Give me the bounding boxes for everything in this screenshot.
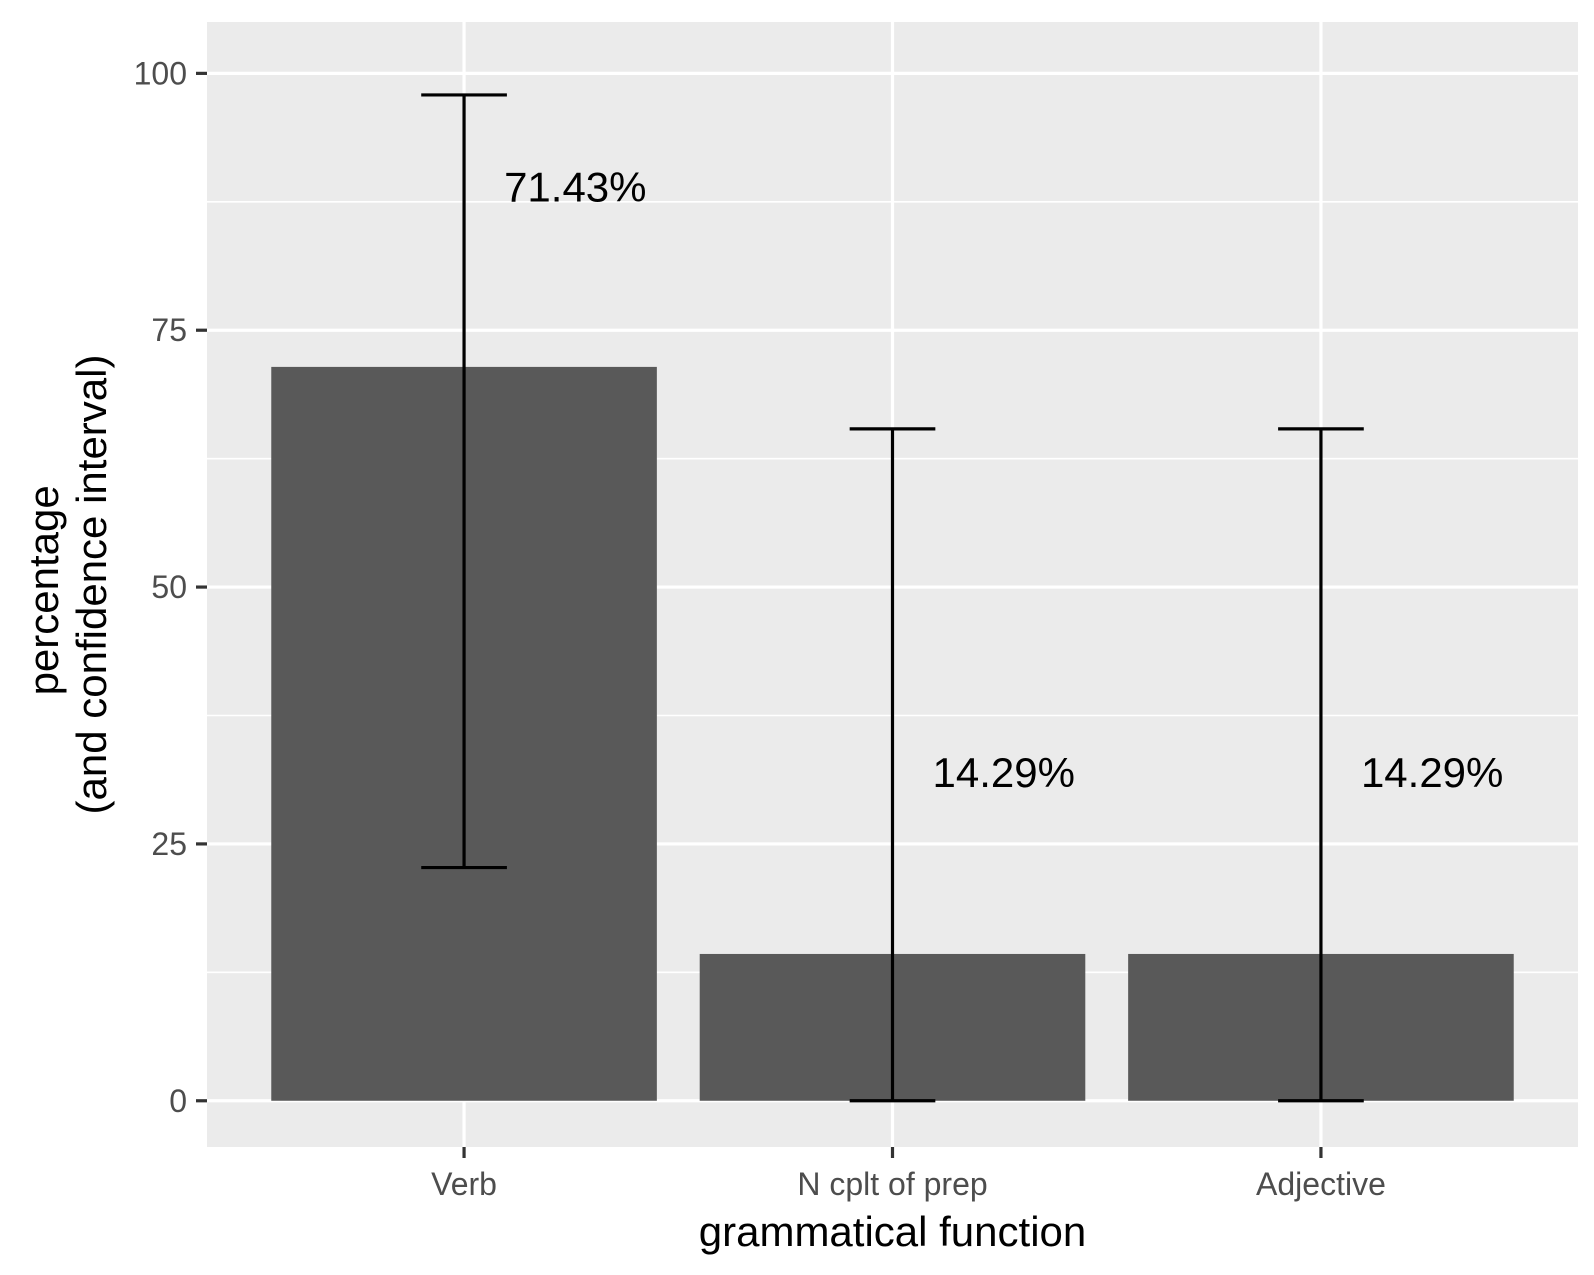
- bar-labels: 71.43% 14.29% 14.29%: [504, 163, 1503, 796]
- y-tick-label: 75: [151, 312, 187, 348]
- bar-value-label: 14.29%: [933, 749, 1075, 796]
- y-tick-label: 25: [151, 826, 187, 862]
- x-axis: Verb N cplt of prep Adjective: [431, 1147, 1386, 1202]
- bar-value-label: 71.43%: [504, 163, 646, 210]
- error-bars: [421, 93, 1364, 1103]
- y-tick-label: 100: [134, 55, 187, 91]
- y-axis-title: percentage (and confidence interval): [20, 355, 115, 815]
- y-tick-label: 50: [151, 569, 187, 605]
- x-axis-title: grammatical function: [699, 1208, 1087, 1255]
- y-axis-title-line-1: percentage: [20, 485, 67, 695]
- x-tick-label: Verb: [431, 1166, 497, 1202]
- x-tick-label: N cplt of prep: [797, 1166, 987, 1202]
- y-axis: 0 25 50 75 100: [134, 55, 207, 1119]
- y-tick-label: 0: [169, 1083, 187, 1119]
- bar-value-label: 14.29%: [1361, 749, 1503, 796]
- x-tick-label: Adjective: [1256, 1166, 1386, 1202]
- y-axis-title-line-2: (and confidence interval): [68, 355, 115, 815]
